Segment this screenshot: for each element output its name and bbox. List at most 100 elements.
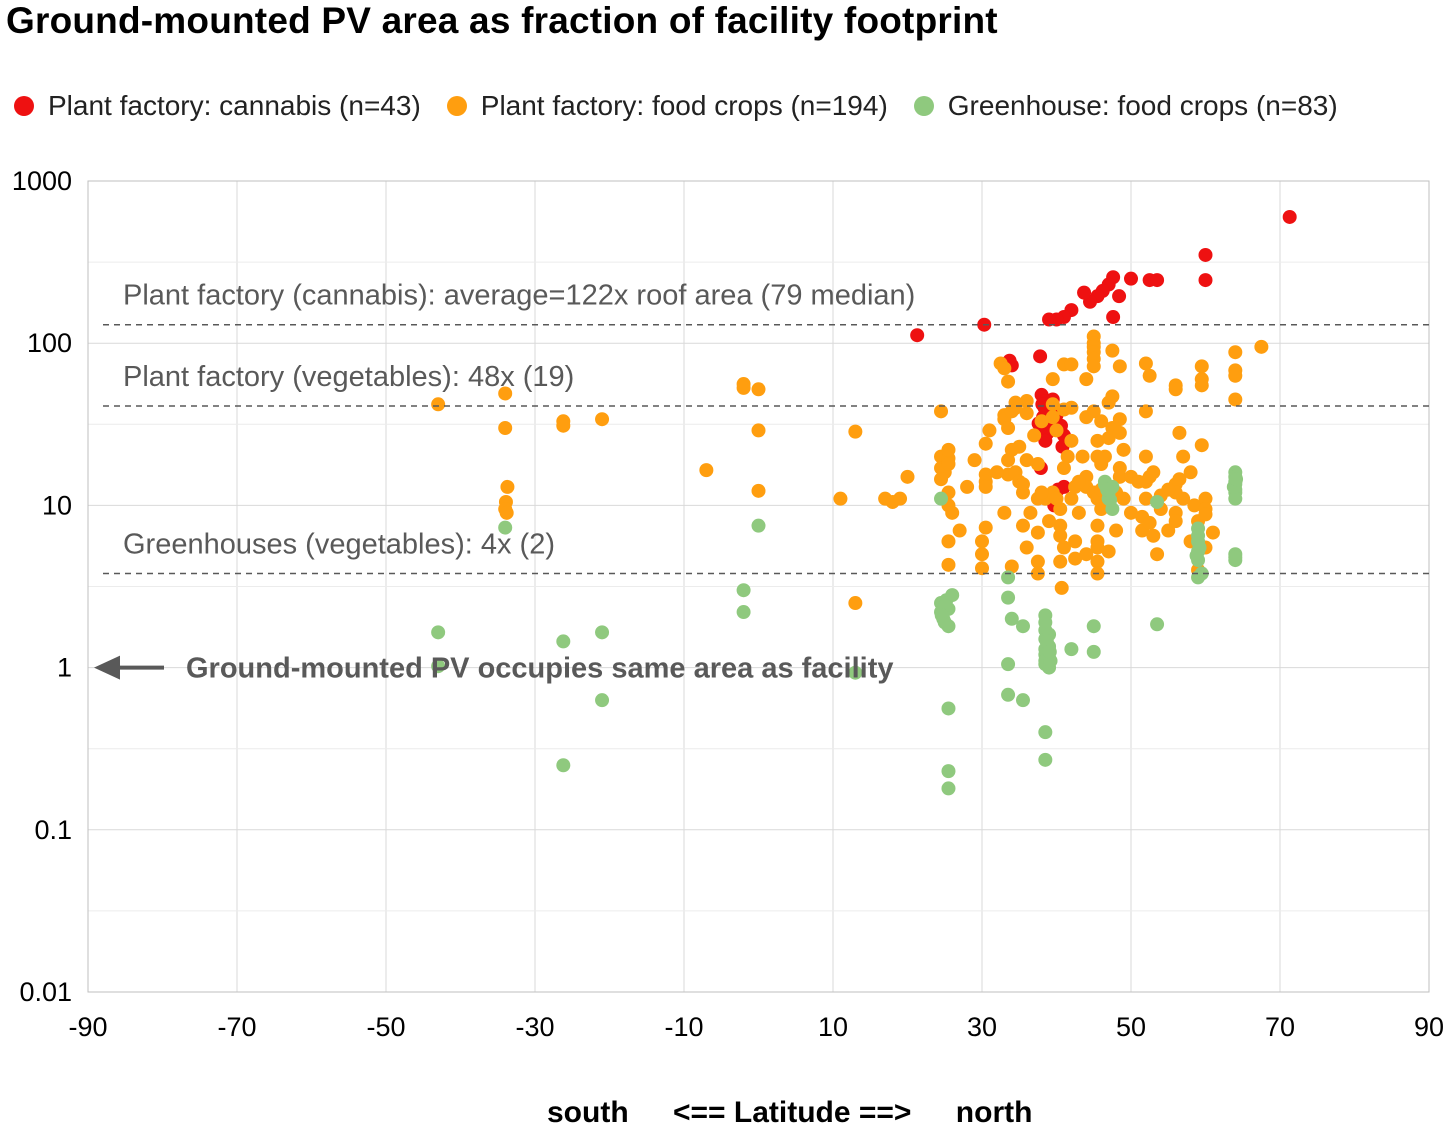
data-point xyxy=(1198,491,1213,506)
data-point xyxy=(1146,465,1161,480)
data-point xyxy=(1097,449,1112,464)
data-point xyxy=(1194,378,1209,393)
data-point xyxy=(1161,482,1176,497)
y-tick-label: 1000 xyxy=(12,166,72,196)
data-point xyxy=(1106,310,1121,325)
data-point xyxy=(1229,472,1244,487)
data-point xyxy=(1086,404,1101,419)
x-tick-label: -10 xyxy=(664,1012,703,1042)
series-1 xyxy=(431,329,1269,611)
data-point xyxy=(934,608,949,623)
data-point xyxy=(1042,312,1057,327)
data-point xyxy=(1090,540,1105,555)
data-point xyxy=(1090,433,1105,448)
data-point xyxy=(934,491,949,506)
data-point xyxy=(945,588,960,603)
data-point xyxy=(1064,642,1079,657)
data-point xyxy=(1172,425,1187,440)
data-point xyxy=(1150,273,1165,288)
data-point xyxy=(1090,518,1105,533)
data-point xyxy=(1138,356,1153,371)
data-point xyxy=(975,547,989,562)
x-tick-label: -70 xyxy=(217,1012,256,1042)
data-point xyxy=(595,625,610,640)
data-point xyxy=(1228,345,1243,360)
data-point xyxy=(498,520,513,535)
x-tick-label: 50 xyxy=(1116,1012,1146,1042)
data-point xyxy=(1015,619,1030,634)
data-point xyxy=(1001,421,1016,436)
data-point xyxy=(1054,580,1069,595)
x-axis-label: south <== Latitude ==> north xyxy=(547,1096,1032,1130)
data-point xyxy=(1161,523,1176,538)
data-point xyxy=(1030,525,1045,540)
data-point xyxy=(848,665,863,680)
data-point xyxy=(1142,515,1157,530)
data-point xyxy=(989,465,1004,480)
data-point xyxy=(1168,382,1183,397)
data-point xyxy=(1176,491,1191,506)
y-tick-label: 0.01 xyxy=(19,977,72,1007)
data-point xyxy=(1001,374,1016,389)
data-point xyxy=(1027,428,1042,443)
x-axis-label-north: north xyxy=(955,1096,1033,1129)
data-point xyxy=(1053,518,1068,533)
data-point xyxy=(1112,289,1127,304)
x-tick-label: 10 xyxy=(818,1012,848,1042)
plot-frame xyxy=(87,180,1430,993)
data-point xyxy=(960,479,975,494)
data-point xyxy=(1015,485,1030,500)
data-point xyxy=(751,423,766,438)
data-point xyxy=(1079,547,1094,562)
chart-title: Ground-mounted PV area as fraction of fa… xyxy=(6,0,998,41)
data-point xyxy=(978,479,993,494)
data-point xyxy=(945,505,960,520)
data-point xyxy=(833,491,848,506)
data-point xyxy=(1038,752,1053,767)
series-0 xyxy=(910,209,1297,513)
data-point xyxy=(1101,544,1116,559)
data-point xyxy=(1094,502,1109,517)
data-point xyxy=(1023,505,1038,520)
data-point xyxy=(736,605,751,620)
x-axis-label-south: south xyxy=(547,1096,629,1129)
data-point xyxy=(1033,349,1048,364)
data-point xyxy=(1004,611,1019,626)
data-point xyxy=(1112,469,1127,484)
data-point xyxy=(1001,657,1016,672)
data-point xyxy=(934,472,949,487)
data-point xyxy=(431,625,446,640)
x-tick-label: -50 xyxy=(366,1012,405,1042)
legend-label-food-crops: Plant factory: food crops (n=194) xyxy=(480,90,888,121)
data-point xyxy=(978,436,993,451)
data-point xyxy=(1060,449,1075,464)
data-point xyxy=(1001,687,1016,702)
data-point xyxy=(941,764,956,779)
data-point xyxy=(1034,485,1049,500)
legend-marker-greenhouse xyxy=(913,96,934,116)
data-point xyxy=(1228,491,1243,506)
data-point xyxy=(941,781,956,796)
data-point xyxy=(1019,394,1034,409)
data-point xyxy=(952,523,967,538)
data-point xyxy=(1205,525,1220,540)
data-point xyxy=(934,404,949,419)
data-point xyxy=(1112,359,1127,374)
data-point xyxy=(1075,449,1090,464)
data-point xyxy=(941,534,956,549)
data-point xyxy=(1254,339,1269,354)
data-point xyxy=(1008,395,1023,410)
data-point xyxy=(499,505,514,520)
annotation-label: Ground-mounted PV occupies same area as … xyxy=(186,653,894,685)
legend: Plant factory: cannabis (n=43) Plant fac… xyxy=(14,86,1364,126)
data-point xyxy=(1019,406,1034,421)
data-point xyxy=(1015,693,1030,708)
data-point xyxy=(1030,456,1045,471)
data-point xyxy=(1112,412,1127,427)
data-point xyxy=(556,634,571,649)
data-point xyxy=(1045,372,1060,387)
series-2 xyxy=(431,465,1244,796)
data-point xyxy=(1079,372,1094,387)
data-point xyxy=(1194,566,1209,581)
data-point xyxy=(1049,423,1064,438)
